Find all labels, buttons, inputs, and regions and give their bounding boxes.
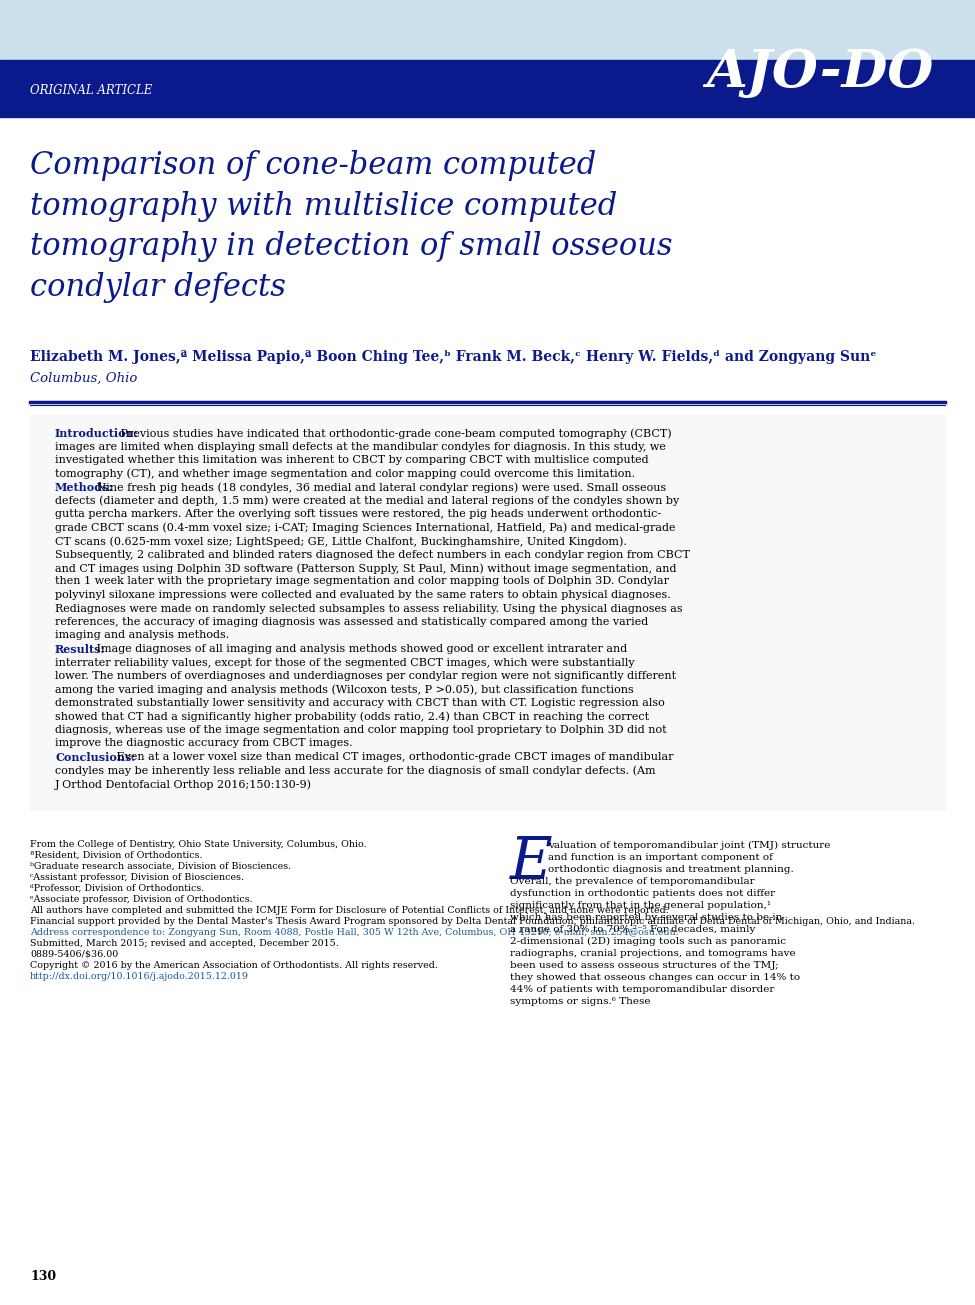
Text: grade CBCT scans (0.4-mm voxel size; i-CAT; Imaging Sciences International, Hatf: grade CBCT scans (0.4-mm voxel size; i-C… — [55, 522, 676, 532]
Text: ᵈProfessor, Division of Orthodontics.: ᵈProfessor, Division of Orthodontics. — [30, 883, 204, 893]
Bar — [0, 0, 975, 60]
Text: Conclusions:: Conclusions: — [55, 752, 136, 763]
Text: Introduction:: Introduction: — [55, 428, 138, 438]
Text: dysfunction in orthodontic patients does not differ: dysfunction in orthodontic patients does… — [510, 889, 775, 898]
Text: then 1 week later with the proprietary image segmentation and color mapping tool: then 1 week later with the proprietary i… — [55, 577, 669, 586]
Text: imaging and analysis methods.: imaging and analysis methods. — [55, 630, 229, 641]
Text: 44% of patients with temporomandibular disorder: 44% of patients with temporomandibular d… — [510, 985, 774, 994]
Text: ᵉAssociate professor, Division of Orthodontics.: ᵉAssociate professor, Division of Orthod… — [30, 895, 253, 904]
Text: polyvinyl siloxane impressions were collected and evaluated by the same raters t: polyvinyl siloxane impressions were coll… — [55, 590, 671, 600]
Text: Submitted, March 2015; revised and accepted, December 2015.: Submitted, March 2015; revised and accep… — [30, 940, 338, 947]
Text: valuation of temporomandibular joint (TMJ) structure: valuation of temporomandibular joint (TM… — [548, 840, 831, 850]
Bar — [0, 115, 975, 117]
Text: ᵇGraduate research associate, Division of Biosciences.: ᵇGraduate research associate, Division o… — [30, 863, 292, 870]
Text: Previous studies have indicated that orthodontic-grade cone-beam computed tomogr: Previous studies have indicated that ort… — [117, 428, 672, 438]
Text: among the varied imaging and analysis methods (Wilcoxon tests, P >0.05), but cla: among the varied imaging and analysis me… — [55, 685, 634, 696]
Text: Nine fresh pig heads (18 condyles, 36 medial and lateral condylar regions) were : Nine fresh pig heads (18 condyles, 36 me… — [94, 482, 667, 492]
Text: ªResident, Division of Orthodontics.: ªResident, Division of Orthodontics. — [30, 851, 203, 860]
Text: Methods:: Methods: — [55, 482, 113, 493]
Text: CT scans (0.625-mm voxel size; LightSpeed; GE, Little Chalfont, Buckinghamshire,: CT scans (0.625-mm voxel size; LightSpee… — [55, 536, 627, 547]
Text: gutta percha markers. After the overlying soft tissues were restored, the pig he: gutta percha markers. After the overlyin… — [55, 509, 661, 519]
Text: 130: 130 — [30, 1270, 57, 1283]
Text: Rediagnoses were made on randomly selected subsamples to assess reliability. Usi: Rediagnoses were made on randomly select… — [55, 603, 682, 613]
Text: Image diagnoses of all imaging and analysis methods showed good or excellent int: Image diagnoses of all imaging and analy… — [94, 643, 628, 654]
Text: 0889-5406/$36.00: 0889-5406/$36.00 — [30, 950, 118, 959]
Text: Columbus, Ohio: Columbus, Ohio — [30, 372, 137, 385]
Text: Subsequently, 2 calibrated and blinded raters diagnosed the defect numbers in ea: Subsequently, 2 calibrated and blinded r… — [55, 549, 690, 560]
Text: Overall, the prevalence of temporomandibular: Overall, the prevalence of temporomandib… — [510, 877, 755, 886]
Text: a range of 30% to 70%.²⁻⁵ For decades, mainly: a range of 30% to 70%.²⁻⁵ For decades, m… — [510, 925, 756, 934]
Bar — [0, 60, 975, 115]
Text: AJO-DO: AJO-DO — [706, 47, 934, 98]
Text: investigated whether this limitation was inherent to CBCT by comparing CBCT with: investigated whether this limitation was… — [55, 455, 648, 465]
Text: symptoms or signs.⁶ These: symptoms or signs.⁶ These — [510, 997, 650, 1006]
Text: improve the diagnostic accuracy from CBCT images.: improve the diagnostic accuracy from CBC… — [55, 739, 353, 749]
Text: Financial support provided by the Dental Master's Thesis Award Program sponsored: Financial support provided by the Dental… — [30, 917, 915, 927]
Text: diagnosis, whereas use of the image segmentation and color mapping tool propriet: diagnosis, whereas use of the image segm… — [55, 726, 667, 735]
Text: and CT images using Dolphin 3D software (Patterson Supply, St Paul, Minn) withou: and CT images using Dolphin 3D software … — [55, 562, 677, 574]
Text: Address correspondence to: Zongyang Sun, Room 4088, Postle Hall, 305 W 12th Ave,: Address correspondence to: Zongyang Sun,… — [30, 928, 679, 937]
Text: been used to assess osseous structures of the TMJ;: been used to assess osseous structures o… — [510, 960, 779, 970]
Text: condyles may be inherently less reliable and less accurate for the diagnosis of : condyles may be inherently less reliable… — [55, 766, 655, 776]
Text: radiographs, cranial projections, and tomograms have: radiographs, cranial projections, and to… — [510, 949, 796, 958]
Text: references, the accuracy of imaging diagnosis was assessed and statistically com: references, the accuracy of imaging diag… — [55, 617, 648, 626]
Text: J Orthod Dentofacial Orthop 2016;150:130-9): J Orthod Dentofacial Orthop 2016;150:130… — [55, 779, 312, 790]
Text: and function is an important component of: and function is an important component o… — [548, 853, 773, 863]
Text: http://dx.doi.org/10.1016/j.ajodo.2015.12.019: http://dx.doi.org/10.1016/j.ajodo.2015.1… — [30, 972, 249, 981]
Text: orthodontic diagnosis and treatment planning.: orthodontic diagnosis and treatment plan… — [548, 865, 794, 874]
Text: demonstrated substantially lower sensitivity and accuracy with CBCT than with CT: demonstrated substantially lower sensiti… — [55, 698, 665, 709]
Text: Elizabeth M. Jones,ª Melissa Papio,ª Boon Ching Tee,ᵇ Frank M. Beck,ᶜ Henry W. F: Elizabeth M. Jones,ª Melissa Papio,ª Boo… — [30, 350, 877, 364]
Text: tomography (CT), and whether image segmentation and color mapping could overcome: tomography (CT), and whether image segme… — [55, 468, 635, 479]
Text: significantly from that in the general population,¹: significantly from that in the general p… — [510, 900, 771, 910]
Text: images are limited when displaying small defects at the mandibular condyles for : images are limited when displaying small… — [55, 441, 666, 452]
Text: ORIGINAL ARTICLE: ORIGINAL ARTICLE — [30, 84, 152, 97]
Text: which has been reported by several studies to be in: which has been reported by several studi… — [510, 913, 782, 923]
Text: E: E — [510, 835, 553, 891]
Text: Copyright © 2016 by the American Association of Orthodontists. All rights reserv: Copyright © 2016 by the American Associa… — [30, 960, 438, 970]
Text: interrater reliability values, except for those of the segmented CBCT images, wh: interrater reliability values, except fo… — [55, 658, 635, 667]
Text: Even at a lower voxel size than medical CT images, orthodontic-grade CBCT images: Even at a lower voxel size than medical … — [112, 752, 673, 762]
Text: lower. The numbers of overdiagnoses and underdiagnoses per condylar region were : lower. The numbers of overdiagnoses and … — [55, 671, 676, 681]
Text: defects (diameter and depth, 1.5 mm) were created at the medial and lateral regi: defects (diameter and depth, 1.5 mm) wer… — [55, 496, 680, 506]
Text: All authors have completed and submitted the ICMJE Form for Disclosure of Potent: All authors have completed and submitted… — [30, 906, 669, 915]
Text: showed that CT had a significantly higher probability (odds ratio, 2.4) than CBC: showed that CT had a significantly highe… — [55, 711, 649, 722]
Bar — [30, 415, 945, 810]
Text: Results:: Results: — [55, 643, 105, 655]
Text: From the College of Dentistry, Ohio State University, Columbus, Ohio.: From the College of Dentistry, Ohio Stat… — [30, 840, 367, 850]
Text: ᶜAssistant professor, Division of Biosciences.: ᶜAssistant professor, Division of Biosci… — [30, 873, 244, 882]
Text: they showed that osseous changes can occur in 14% to: they showed that osseous changes can occ… — [510, 974, 800, 981]
Text: 2-dimensional (2D) imaging tools such as panoramic: 2-dimensional (2D) imaging tools such as… — [510, 937, 786, 946]
Text: Comparison of cone-beam computed
tomography with multislice computed
tomography : Comparison of cone-beam computed tomogra… — [30, 150, 673, 303]
